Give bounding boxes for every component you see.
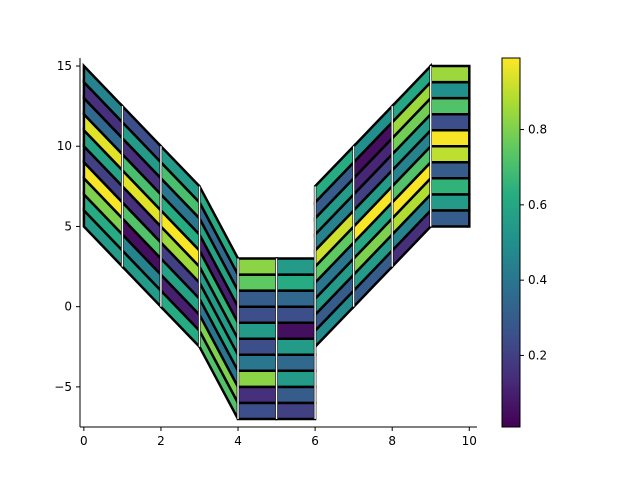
x-ticks: 0 2 4 6 8 10 (80, 427, 477, 448)
mesh-cell (275, 305, 317, 324)
x-tick-label: 2 (157, 434, 165, 448)
mesh-cell (236, 353, 278, 373)
mesh-cell (275, 337, 317, 357)
x-tick-label: 4 (234, 434, 242, 448)
mesh-cell (236, 385, 278, 405)
mesh-cell (236, 257, 278, 276)
mesh-cell (429, 209, 471, 228)
mesh-cell (275, 273, 317, 292)
colorbar-tick-label: 0.2 (528, 348, 547, 362)
x-tick-label: 10 (462, 434, 477, 448)
mesh-cell (236, 321, 278, 341)
mesh-cell (429, 128, 471, 148)
mesh-cell (275, 385, 317, 405)
mesh-cell (275, 289, 317, 308)
x-tick-label: 8 (388, 434, 396, 448)
x-tick-label: 6 (311, 434, 319, 448)
mesh-cell (236, 305, 278, 324)
mesh-cell (429, 112, 471, 132)
mesh-cell (429, 64, 471, 84)
mesh-cell (275, 321, 317, 341)
mesh-cell (236, 369, 278, 389)
y-tick-label: −5 (54, 380, 72, 394)
colorbar: 0.2 0.4 0.6 0.8 (501, 57, 547, 428)
colorbar-tick-label: 0.8 (528, 123, 547, 137)
mesh-cell (275, 401, 317, 421)
mesh-cell (236, 289, 278, 308)
colorbar-tick-label: 0.6 (528, 198, 547, 212)
mesh-cell (429, 177, 471, 196)
mesh-cell (275, 353, 317, 373)
mesh-cell (429, 96, 471, 116)
mesh-cell (236, 401, 278, 421)
mesh-cell (429, 80, 471, 100)
y-tick-label: 15 (57, 59, 72, 73)
y-tick-label: 10 (57, 139, 72, 153)
axes (79, 58, 477, 428)
mesh-cell (236, 273, 278, 292)
mesh (82, 62, 471, 421)
y-ticks: −5 0 5 10 15 (54, 59, 80, 394)
y-tick-label: 0 (64, 300, 72, 314)
mesh-cell (429, 161, 471, 180)
mesh-cell (275, 257, 317, 276)
mesh-cell (429, 144, 471, 164)
mesh-cell (236, 337, 278, 357)
mesh-cell (429, 193, 471, 212)
y-tick-label: 5 (64, 219, 72, 233)
mesh-cell (275, 369, 317, 389)
x-tick-label: 0 (80, 434, 88, 448)
colorbar-tick-label: 0.4 (528, 273, 547, 287)
colorbar-gradient (501, 57, 521, 428)
